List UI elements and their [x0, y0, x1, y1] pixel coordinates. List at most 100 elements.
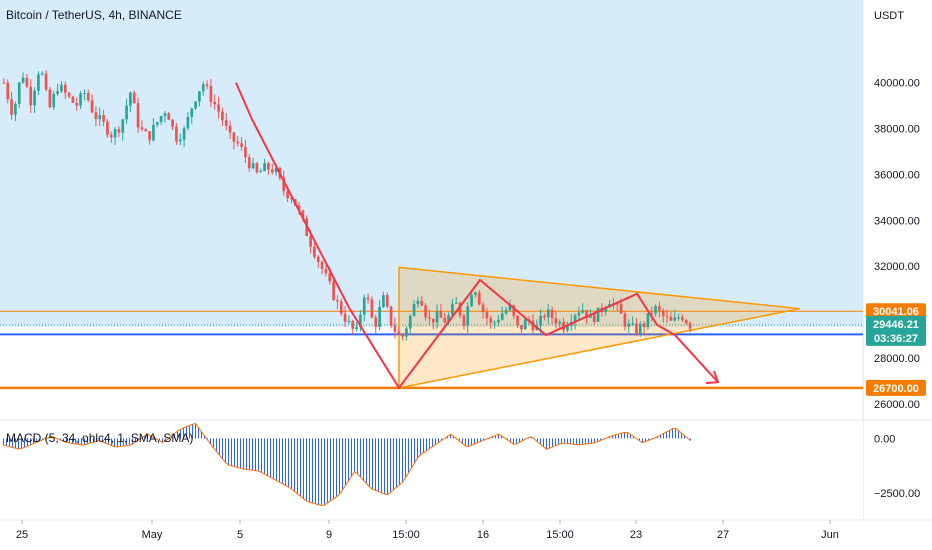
candle-body [332, 281, 335, 300]
candle-body [638, 323, 642, 334]
price-axis-tick: 32000.00 [874, 261, 920, 273]
time-axis-tick: Jun [821, 529, 839, 541]
candle-body [98, 115, 102, 120]
candle-body [523, 319, 527, 330]
candle-body [221, 111, 224, 121]
price-axis[interactable]: USDT 40000.00 38000.00 36000.00 34000.00 3200… [874, 10, 920, 411]
candle-body [209, 86, 213, 102]
candle-body [217, 104, 220, 112]
candle-body [573, 315, 577, 322]
candle-body [688, 323, 692, 329]
candle-body [458, 302, 462, 316]
candle-body [267, 163, 270, 170]
candle-body [393, 325, 397, 332]
macd-signal-line [3, 422, 691, 507]
candle-body [596, 307, 600, 322]
time-axis-tick: 9 [326, 529, 332, 541]
candle-body [328, 273, 332, 282]
candle-body [339, 301, 343, 314]
candle-body [470, 294, 473, 307]
candle-body [17, 82, 21, 104]
candle-body [635, 323, 638, 334]
candle-body [374, 317, 378, 327]
candle-body [677, 317, 680, 319]
candle-body [604, 307, 608, 313]
candle-body [205, 84, 209, 87]
candle-body [198, 91, 201, 102]
candle-body [631, 323, 634, 325]
candle-body [520, 325, 523, 330]
candle-body [163, 113, 167, 117]
candle-body [313, 246, 316, 257]
candle-body [382, 295, 385, 308]
candle-body [355, 326, 358, 330]
candle-body [178, 139, 182, 142]
candle-body [309, 235, 312, 247]
macd-axis[interactable]: 0.00 −2500.00 [874, 433, 920, 499]
candle-body [37, 74, 40, 91]
candle-body [263, 163, 266, 172]
candle-body [129, 92, 132, 106]
candle-body [316, 256, 320, 262]
horizontal-levels [0, 310, 863, 390]
candle-body [451, 303, 454, 316]
candle-body [619, 303, 623, 314]
candle-body [255, 163, 259, 173]
candle-body [201, 84, 205, 92]
candle-body [136, 103, 140, 128]
candle-body [286, 191, 289, 199]
candle-body [297, 205, 301, 211]
candle-body [343, 313, 347, 322]
macd-indicator-title[interactable]: MACD (5, 34, ohlc4, 1, SMA, SMA) [6, 431, 194, 445]
zigzag-line[interactable] [235, 82, 719, 390]
price-axis-tick: 38000.00 [874, 124, 920, 136]
candle-body [71, 96, 75, 103]
candle-body [106, 121, 109, 135]
candle-body [589, 314, 592, 318]
candle-body [431, 318, 435, 323]
candle-body [102, 115, 105, 122]
symbol-title[interactable]: Bitcoin / TetherUS, 4h, BINANCE [6, 8, 182, 22]
candle-body [554, 318, 558, 324]
candle-body [447, 315, 450, 323]
candle-body [673, 317, 677, 321]
time-axis-tick: 27 [717, 529, 729, 541]
candle-body [516, 315, 519, 326]
candle-body [362, 297, 366, 315]
candle-body [558, 321, 562, 324]
candle-body [117, 129, 121, 133]
candle-body [359, 314, 362, 327]
candle-body [48, 89, 52, 108]
candle-body [301, 210, 305, 219]
candle-body [493, 322, 496, 324]
candle-body [213, 101, 217, 105]
zigzag-drawing[interactable] [235, 82, 720, 390]
candle-body [90, 100, 94, 113]
candle-body [408, 315, 412, 329]
candle-body [543, 315, 546, 318]
candle-body [236, 141, 240, 144]
candle-body [29, 86, 33, 106]
candle-body [466, 306, 470, 326]
candle-body [125, 105, 128, 120]
current-price-tag-bg [866, 315, 926, 346]
candle-body [615, 303, 619, 305]
time-axis[interactable]: 25 May 5 9 15:00 16 15:00 23 27 Jun [16, 520, 839, 541]
candle-body [658, 306, 661, 311]
time-axis-tick: 16 [477, 529, 489, 541]
candle-body [33, 90, 36, 106]
candle-body [132, 92, 136, 104]
candle-body [155, 121, 159, 125]
support-level-tag-bg [866, 379, 926, 396]
candle-body [378, 307, 381, 327]
candle-body [86, 93, 90, 101]
candle-body [60, 84, 63, 92]
candle-body [366, 297, 370, 300]
candle-body [512, 305, 516, 316]
candle-body [324, 268, 328, 274]
candle-body [435, 311, 439, 323]
candle-body [148, 131, 151, 141]
candle-body [566, 325, 569, 331]
time-axis-tick: 5 [237, 529, 243, 541]
